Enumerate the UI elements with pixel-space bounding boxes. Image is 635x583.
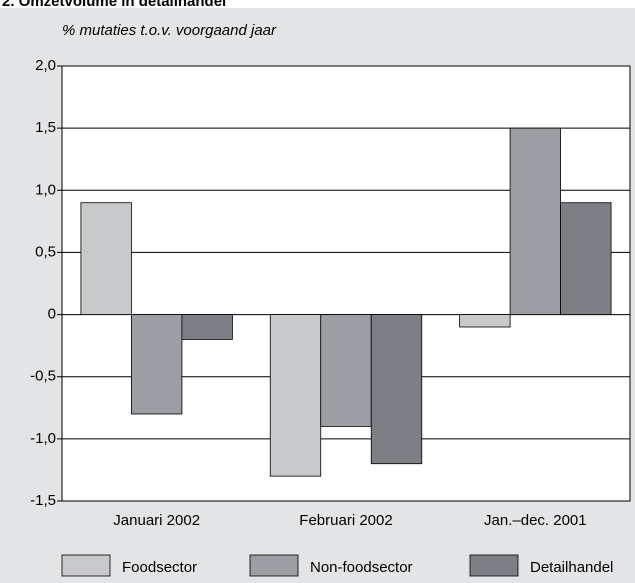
y-tick-label: -0,5 xyxy=(30,368,56,385)
y-tick-label: -1,5 xyxy=(30,492,56,509)
bar xyxy=(509,127,561,315)
y-tick-label: 2,0 xyxy=(35,57,56,74)
legend-swatch xyxy=(249,554,299,577)
x-tick-label: Januari 2002 xyxy=(113,512,200,529)
bar xyxy=(131,314,183,415)
bar xyxy=(181,314,233,340)
legend-label: Non-foodsector xyxy=(310,559,413,576)
bar xyxy=(370,314,423,465)
y-tick-label: 0 xyxy=(48,306,56,323)
bar xyxy=(560,202,612,315)
y-tick-label: 1,5 xyxy=(35,119,56,136)
bar xyxy=(459,314,511,328)
legend-label: Detailhandel xyxy=(530,559,613,576)
bar xyxy=(80,202,132,315)
bar xyxy=(269,314,322,477)
y-tick-label: -1,0 xyxy=(30,430,56,447)
x-tick-label: Jan.–dec. 2001 xyxy=(484,512,587,529)
y-tick-label: 1,0 xyxy=(35,181,56,198)
x-tick-label: Februari 2002 xyxy=(299,512,392,529)
bar xyxy=(320,314,372,427)
legend-swatch xyxy=(469,554,519,577)
plot-border xyxy=(61,65,631,502)
legend-swatch xyxy=(61,554,111,577)
y-tick-label: 0,5 xyxy=(35,243,56,260)
legend-label: Foodsector xyxy=(122,559,197,576)
chart-title: 2. Omzetvolume in detailhandel xyxy=(2,0,226,10)
chart-subtitle: % mutaties t.o.v. voorgaand jaar xyxy=(62,22,277,39)
